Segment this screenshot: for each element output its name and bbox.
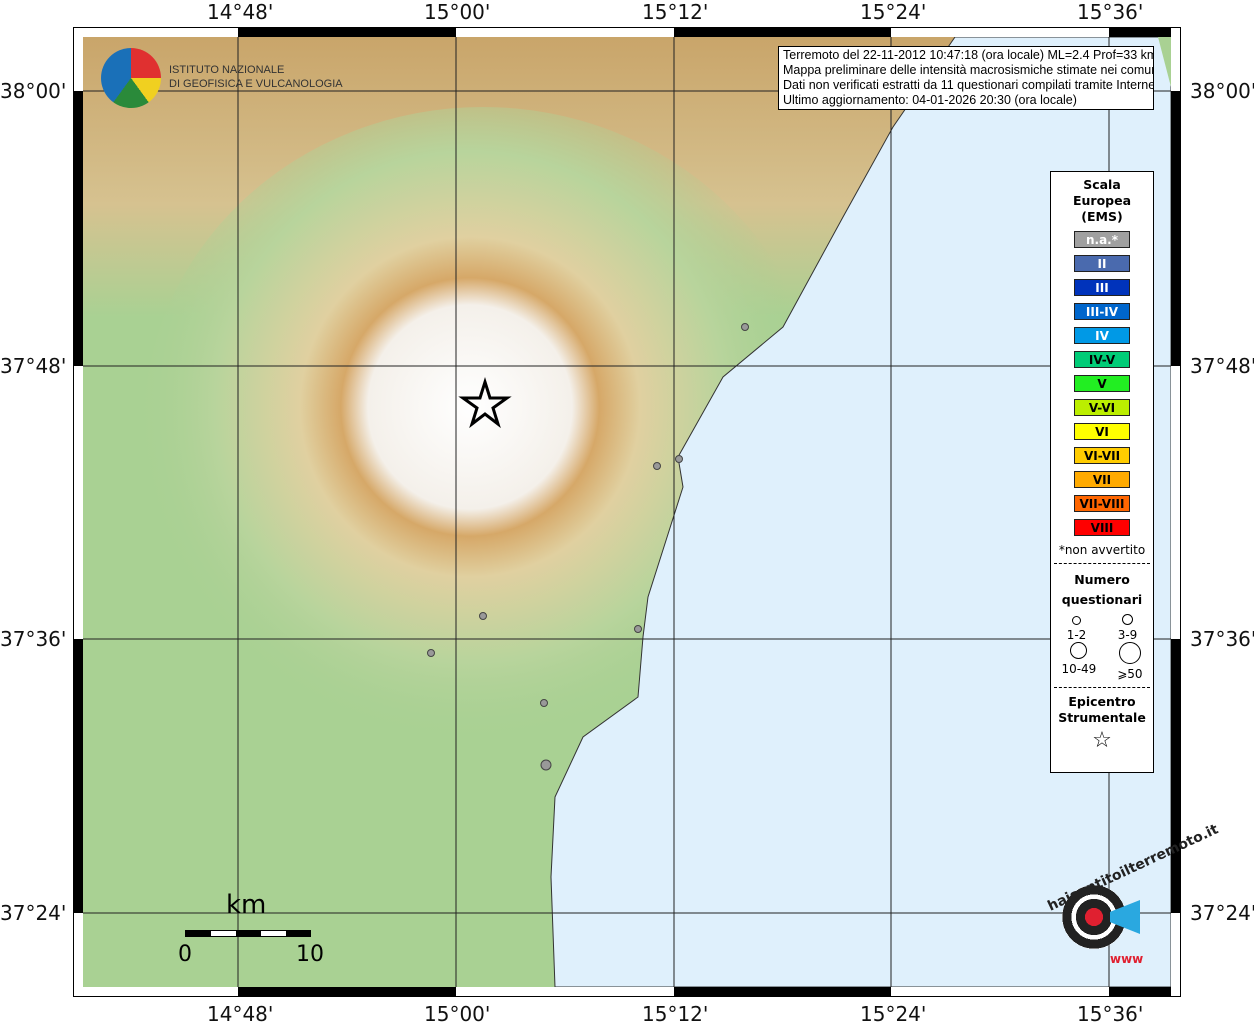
info-line: Mappa preliminare delle intensità macros… [783,63,1154,77]
map-frame [73,27,1181,997]
info-line: Dati non verificati estratti da 11 quest… [783,78,1154,92]
ems-swatch: VII-VIII [1074,495,1130,512]
ems-swatch: II [1074,255,1130,272]
scale-max: 10 [296,942,324,967]
ems-swatch: VI [1074,423,1130,440]
legend-title: questionari [1061,592,1143,607]
lat-tick: 37°24' [1190,901,1254,925]
logo-line: ISTITUTO NAZIONALE [169,64,285,76]
lon-tick: 14°48' [207,0,274,24]
haisentito-logo: haisentitoilterremoto.it www [1040,821,1221,975]
scale-unit: km [226,890,267,920]
legend-title: Europea [1072,193,1132,208]
ems-swatch: V [1074,375,1130,392]
lat-tick: 37°48' [0,354,67,378]
circle-medium-icon [1121,614,1133,625]
ems-swatch: VI-VII [1074,447,1130,464]
count-label: 10-49 [1061,662,1097,676]
globe-icon [101,48,161,108]
lon-tick: 15°36' [1077,1002,1144,1026]
lon-tick: 15°00' [424,1002,491,1026]
legend-title: (EMS) [1081,209,1123,224]
logo-line: DI GEOFISICA E VULCANOLOGIA [169,78,343,90]
ems-swatch: IV [1074,327,1130,344]
lon-tick: 15°12' [642,0,709,24]
epicenter-star-icon [458,376,512,429]
lat-tick: 38°00' [0,79,67,103]
info-line: Ultimo aggiornamento: 04-01-2026 20:30 (… [783,93,1077,107]
ems-swatch: VIII [1074,519,1130,536]
lon-tick: 15°00' [424,0,491,24]
star-icon: ☆ [1092,728,1112,753]
count-label: 1-2 [1066,628,1087,642]
lon-tick: 15°24' [860,1002,927,1026]
event-info-box: Terremoto del 22-11-2012 10:47:18 (ora l… [778,46,1154,110]
scale-bar: km 0 10 [178,890,324,970]
lon-tick: 15°24' [860,0,927,24]
lon-tick: 14°48' [207,1002,274,1026]
lon-tick: 15°36' [1077,0,1144,24]
info-line: Terremoto del 22-11-2012 10:47:18 (ora l… [783,48,1154,62]
count-label: 3-9 [1117,628,1138,642]
circle-large-icon [1070,642,1088,659]
lon-tick: 15°12' [642,1002,709,1026]
ems-swatch: V-VI [1074,399,1130,416]
terrain [83,37,1171,987]
brand-url: www [1110,952,1144,966]
legend-title: Scala [1083,177,1121,192]
lat-tick: 37°48' [1190,354,1254,378]
legend: Scala Europea (EMS) n.a.* II III III-IV IV IV… [1050,171,1154,773]
count-label: ⩾50 [1117,667,1143,681]
scale-min: 0 [178,942,192,967]
legend-note: *non avvertito [1058,543,1146,557]
lat-tick: 38°00' [1190,79,1254,103]
ems-swatch: IV-V [1074,351,1130,368]
circle-xlarge-icon [1118,642,1141,664]
lat-tick: 37°24' [0,901,67,925]
ems-swatch: n.a.* [1074,231,1130,248]
map-area[interactable] [83,37,1171,987]
legend-title: Numero [1074,572,1130,587]
ems-swatch: III [1074,279,1130,296]
legend-title: Epicentro [1068,694,1136,709]
legend-title: Strumentale [1058,710,1146,725]
lat-tick: 37°36' [1190,627,1254,651]
circle-small-icon [1071,616,1081,625]
questionnaire-points [427,323,749,771]
ems-swatch: VII [1074,471,1130,488]
lat-tick: 37°36' [0,627,67,651]
ems-swatch: III-IV [1074,303,1130,320]
